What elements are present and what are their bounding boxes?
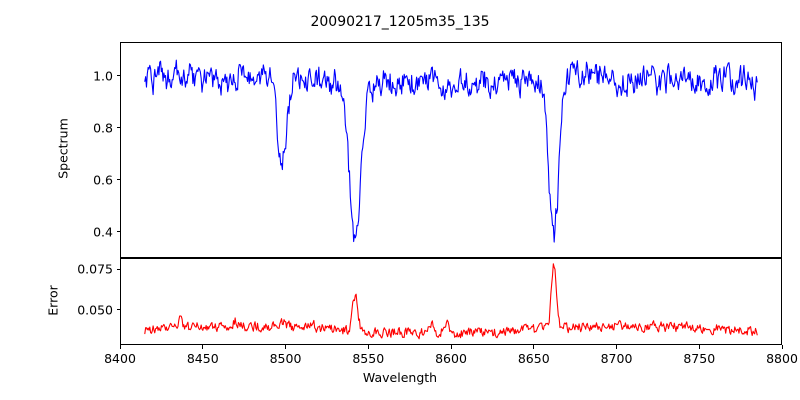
x-tick-label: 8550 <box>352 351 385 366</box>
x-tick-label: 8500 <box>269 351 302 366</box>
tick-mark <box>116 179 120 181</box>
error-panel <box>120 258 782 345</box>
tick-mark <box>616 345 617 349</box>
spectrum-ytick-label: 1.0 <box>93 68 113 84</box>
tick-mark <box>533 345 535 349</box>
tick-mark <box>116 309 120 311</box>
spectrum-axis-label: Spectrum <box>55 118 71 179</box>
tick-mark <box>285 345 286 349</box>
spectrum-panel <box>120 42 782 258</box>
error-axis-label: Error <box>45 284 61 316</box>
tick-mark <box>367 345 369 349</box>
tick-mark <box>116 127 120 129</box>
tick-mark <box>116 231 120 233</box>
x-axis-label: Wavelength <box>362 370 438 385</box>
tick-mark <box>698 345 700 349</box>
tick-mark <box>116 75 120 77</box>
x-tick-label: 8400 <box>104 351 136 366</box>
tick-mark <box>202 345 204 349</box>
error-ytick-label: 0.075 <box>77 261 113 277</box>
page-title: 20090217_1205m35_135 <box>310 14 490 30</box>
x-tick-label: 8800 <box>766 351 798 366</box>
x-tick-label: 8450 <box>186 351 219 366</box>
tick-mark <box>119 345 121 349</box>
spectrum-ytick-label: 0.4 <box>93 224 113 240</box>
x-tick-label: 8650 <box>517 351 550 366</box>
tick-mark <box>450 345 452 349</box>
tick-mark <box>781 345 783 349</box>
x-tick-label: 8600 <box>435 351 467 366</box>
spectrum-ytick-label: 0.6 <box>93 172 113 188</box>
spectrum-ytick-label: 0.8 <box>93 120 113 136</box>
tick-mark <box>116 268 120 270</box>
x-tick-label: 8700 <box>600 351 633 366</box>
x-tick-label: 8750 <box>683 351 716 366</box>
error-ytick-label: 0.050 <box>77 302 113 318</box>
